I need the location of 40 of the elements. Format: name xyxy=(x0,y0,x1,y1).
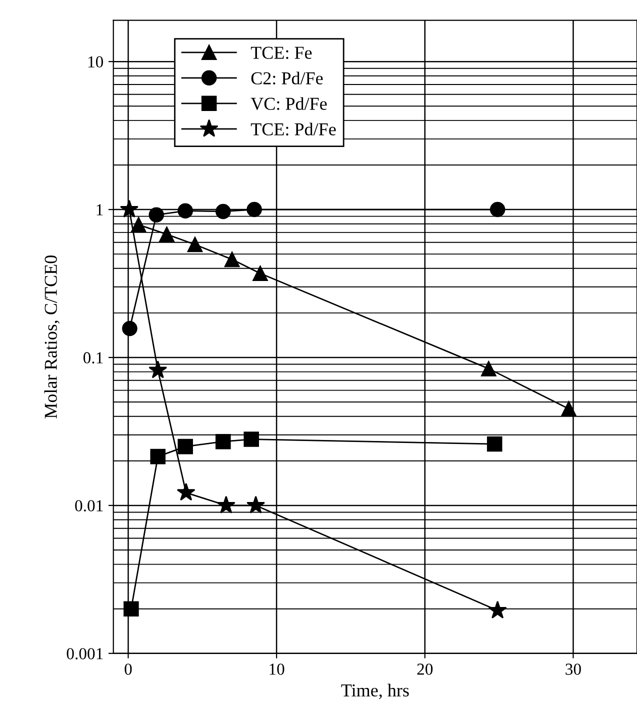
point xyxy=(486,436,502,452)
point xyxy=(176,482,196,501)
point xyxy=(124,601,139,616)
x-tick-label: 10 xyxy=(270,664,284,675)
point xyxy=(216,434,231,450)
point xyxy=(178,203,193,218)
point xyxy=(187,236,203,252)
point xyxy=(481,361,496,376)
y-tick-label: 1 xyxy=(96,204,103,216)
point xyxy=(216,204,231,220)
point xyxy=(224,252,240,268)
point xyxy=(244,432,259,447)
y-tick-label: 0.001 xyxy=(66,648,103,660)
legend-label: TCE: Fe xyxy=(250,46,312,59)
x-tick-label: 20 xyxy=(417,664,433,675)
y-tick-label: 10 xyxy=(88,56,104,68)
x-axis-title: Time, hrs xyxy=(341,684,409,700)
point xyxy=(252,266,268,282)
x-tick-label: 30 xyxy=(566,664,581,675)
point xyxy=(120,200,139,218)
y-tick-label: 0.01 xyxy=(75,500,103,512)
point xyxy=(159,226,174,242)
legend-label: VC: Pd/Fe xyxy=(250,97,327,110)
point xyxy=(150,448,166,464)
point xyxy=(246,202,262,218)
point xyxy=(148,207,164,223)
point xyxy=(216,496,236,514)
legend-label: TCE: Pd/Fe xyxy=(250,122,336,136)
point xyxy=(561,401,576,416)
point xyxy=(130,217,146,232)
y-axis-title: Molar Ratios, C/TCE0 xyxy=(44,256,60,418)
point xyxy=(246,496,266,514)
legend-label: C2: Pd/Fe xyxy=(251,72,323,84)
point xyxy=(488,600,507,618)
point xyxy=(122,320,138,336)
point xyxy=(148,360,168,378)
point xyxy=(490,202,506,218)
y-tick-label: 0.1 xyxy=(83,352,103,364)
x-tick-label: 0 xyxy=(124,664,132,675)
point xyxy=(178,438,193,454)
